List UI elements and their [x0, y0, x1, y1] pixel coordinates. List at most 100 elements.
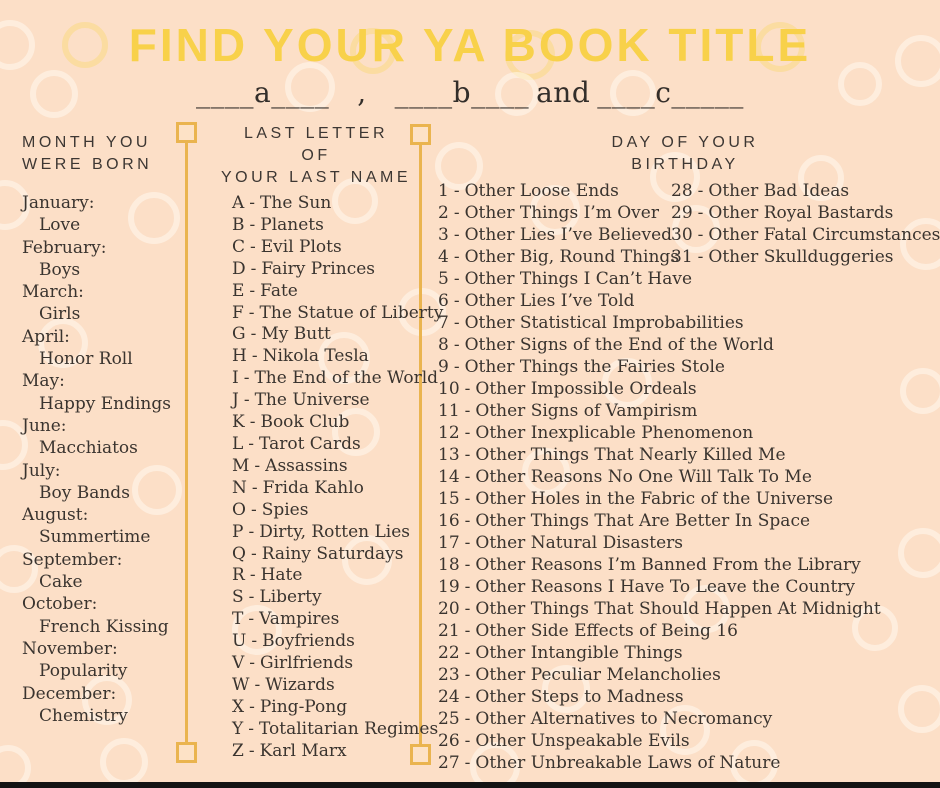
day-list-item: 2- Other Things I’m Over: [438, 202, 881, 224]
day-header-line: BIRTHDAY: [631, 156, 739, 173]
letter-phrase: Fate: [260, 280, 298, 301]
letter-list-item: X - Ping-Pong: [232, 697, 443, 719]
day-list-item: 20- Other Things That Should Happen At Mi…: [438, 598, 881, 620]
month-word: Honor Roll: [39, 349, 133, 370]
letter-key: U: [232, 631, 247, 652]
day-phrase: Other Things That Should Happen At Midni…: [475, 599, 881, 619]
month-name: August:: [22, 505, 89, 526]
day-phrase: Other Unbreakable Laws of Nature: [475, 753, 781, 773]
background-ring: [900, 368, 940, 414]
title-formula: ____a____, ____b____ and ____c_____: [0, 76, 940, 109]
letter-header-line: YOUR LAST NAME: [220, 169, 412, 186]
separator-dash: -: [248, 609, 255, 630]
day-list-item: 28- Other Bad Ideas: [671, 180, 940, 202]
letter-key: X: [232, 696, 245, 717]
separator-dash: -: [453, 357, 460, 377]
letter-column-header: LAST LETTER OF YOUR LAST NAME: [208, 123, 424, 189]
month-word: Macchiatos: [39, 438, 138, 459]
day-list-item: 3- Other Lies I’ve Believed: [438, 224, 881, 246]
month-word: Cake: [39, 572, 83, 593]
letter-key: K: [232, 412, 245, 433]
day-phrase: Other Impossible Ordeals: [475, 379, 697, 399]
letter-phrase: Dirty, Rotten Lies: [259, 521, 411, 542]
day-list-item: 30- Other Fatal Circumstances: [671, 224, 940, 246]
day-number: 9: [438, 357, 449, 377]
letter-list-item: T - Vampires: [232, 609, 443, 631]
day-phrase: Other Reasons No One Will Talk To Me: [475, 467, 812, 487]
month-name: June:: [22, 415, 67, 436]
separator-dash: -: [464, 423, 471, 443]
day-phrase: Other Statistical Improbabilities: [464, 313, 744, 333]
separator-dash: -: [464, 379, 471, 399]
month-name: March:: [22, 282, 84, 303]
formula-blank-b: ____b____: [394, 76, 530, 109]
letter-key: R: [232, 565, 245, 586]
letter-key: Y: [232, 718, 244, 739]
month-list-item: June: Macchiatos: [22, 415, 171, 460]
day-list-item: 4- Other Big, Round Things: [438, 246, 881, 268]
separator-dash: -: [453, 203, 460, 223]
letter-phrase: Nikola Tesla: [262, 346, 369, 367]
letter-phrase: Assassins: [265, 455, 348, 476]
day-number: 10: [438, 379, 460, 399]
day-number: 19: [438, 577, 460, 597]
day-number: 5: [438, 269, 449, 289]
separator-dash: -: [464, 753, 471, 773]
letter-list-item: R - Hate: [232, 565, 443, 587]
background-ring: [898, 685, 940, 733]
letter-key: I: [232, 368, 239, 389]
day-number: 4: [438, 247, 449, 267]
formula-and: and: [536, 76, 591, 109]
month-header-line: WERE BORN: [22, 156, 153, 173]
day-header-line: DAY OF YOUR: [611, 134, 759, 151]
separator-dash: -: [249, 653, 256, 674]
letter-key: C: [232, 236, 246, 257]
letter-key: L: [232, 433, 244, 454]
letter-phrase: Rainy Saturdays: [261, 543, 404, 564]
day-list-item: 9- Other Things the Fairies Stole: [438, 356, 881, 378]
letter-key: E: [232, 280, 245, 301]
letter-list-item: I - The End of the World: [232, 368, 443, 390]
month-list-item: May: Happy Endings: [22, 370, 171, 415]
day-phrase: Other Bad Ideas: [708, 181, 850, 201]
letter-key: P: [232, 521, 244, 542]
day-list-item: 19- Other Reasons I Have To Leave the Cou…: [438, 576, 881, 598]
day-number: 22: [438, 643, 460, 663]
letter-key: B: [232, 214, 245, 235]
letter-phrase: Evil Plots: [260, 236, 342, 257]
month-word: Popularity: [39, 661, 128, 682]
day-phrase: Other Signs of Vampirism: [475, 401, 698, 421]
letter-list-item: K - Book Club: [232, 412, 443, 434]
day-phrase: Other Lies I’ve Believed: [464, 225, 673, 245]
day-number: 25: [438, 709, 460, 729]
day-column-header: DAY OF YOUR BIRTHDAY: [535, 132, 835, 176]
day-list-item: 12- Other Inexplicable Phenomenon: [438, 422, 881, 444]
separator-dash: -: [453, 247, 460, 267]
background-ring: [898, 528, 940, 578]
separator-dash: -: [464, 577, 471, 597]
separator-dash: -: [464, 599, 471, 619]
letter-phrase: Tarot Cards: [259, 433, 361, 454]
day-list-item: 25- Other Alternatives to Necromancy: [438, 708, 881, 730]
month-list-item: February: Boys: [22, 237, 171, 282]
letter-list-item: O - Spies: [232, 500, 443, 522]
separator-dash: -: [697, 203, 704, 223]
letter-list-item: N - Frida Kahlo: [232, 478, 443, 500]
letter-key: H: [232, 346, 247, 367]
separator-dash: -: [453, 181, 460, 201]
letter-list-item: F - The Statue of Liberty: [232, 303, 443, 325]
day-list-1-27: 1- Other Loose Ends 2- Other Things I’m Ov…: [438, 180, 881, 774]
day-number: 20: [438, 599, 460, 619]
letter-key: T: [232, 609, 244, 630]
separator-dash: -: [249, 280, 256, 301]
day-phrase: Other Reasons I Have To Leave the Countr…: [475, 577, 856, 597]
day-phrase: Other Unspeakable Evils: [475, 731, 690, 751]
day-phrase: Other Reasons I’m Banned From the Librar…: [475, 555, 861, 575]
letter-phrase: Fairy Princes: [261, 258, 375, 279]
day-number: 14: [438, 467, 460, 487]
day-phrase: Other Fatal Circumstances: [708, 225, 940, 245]
month-name: May:: [22, 371, 65, 392]
letter-phrase: Hate: [260, 565, 303, 586]
letter-key: Q: [232, 543, 246, 564]
day-list-item: 31- Other Skullduggeries: [671, 246, 940, 268]
